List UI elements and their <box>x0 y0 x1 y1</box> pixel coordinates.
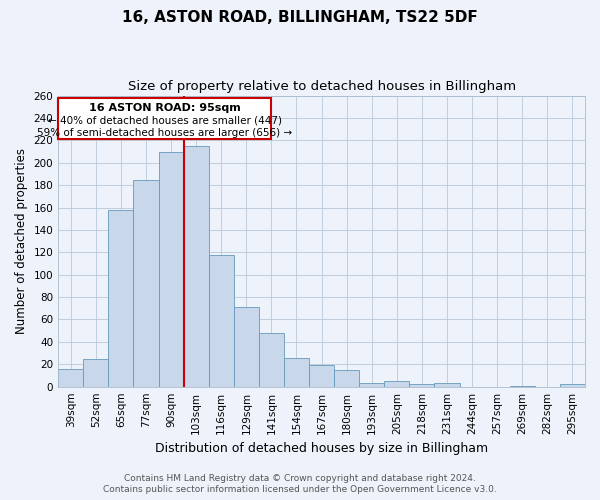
Bar <box>434 384 460 386</box>
Bar <box>158 152 184 386</box>
Bar <box>133 180 158 386</box>
Y-axis label: Number of detached properties: Number of detached properties <box>15 148 28 334</box>
Bar <box>284 358 309 386</box>
Text: 16, ASTON ROAD, BILLINGHAM, TS22 5DF: 16, ASTON ROAD, BILLINGHAM, TS22 5DF <box>122 10 478 25</box>
Title: Size of property relative to detached houses in Billingham: Size of property relative to detached ho… <box>128 80 515 93</box>
Bar <box>184 146 209 386</box>
Bar <box>409 384 434 386</box>
Text: ← 40% of detached houses are smaller (447): ← 40% of detached houses are smaller (44… <box>48 116 282 126</box>
Bar <box>560 384 585 386</box>
Bar <box>83 358 109 386</box>
Bar <box>309 366 334 386</box>
Bar <box>385 381 409 386</box>
Bar <box>334 370 359 386</box>
Bar <box>259 333 284 386</box>
Bar <box>359 384 385 386</box>
Text: Contains HM Land Registry data © Crown copyright and database right 2024.
Contai: Contains HM Land Registry data © Crown c… <box>103 474 497 494</box>
FancyBboxPatch shape <box>58 98 271 139</box>
Bar <box>109 210 133 386</box>
Bar <box>234 307 259 386</box>
Text: 59% of semi-detached houses are larger (656) →: 59% of semi-detached houses are larger (… <box>37 128 292 138</box>
Bar <box>209 254 234 386</box>
Bar <box>58 369 83 386</box>
X-axis label: Distribution of detached houses by size in Billingham: Distribution of detached houses by size … <box>155 442 488 455</box>
Text: 16 ASTON ROAD: 95sqm: 16 ASTON ROAD: 95sqm <box>89 104 241 114</box>
